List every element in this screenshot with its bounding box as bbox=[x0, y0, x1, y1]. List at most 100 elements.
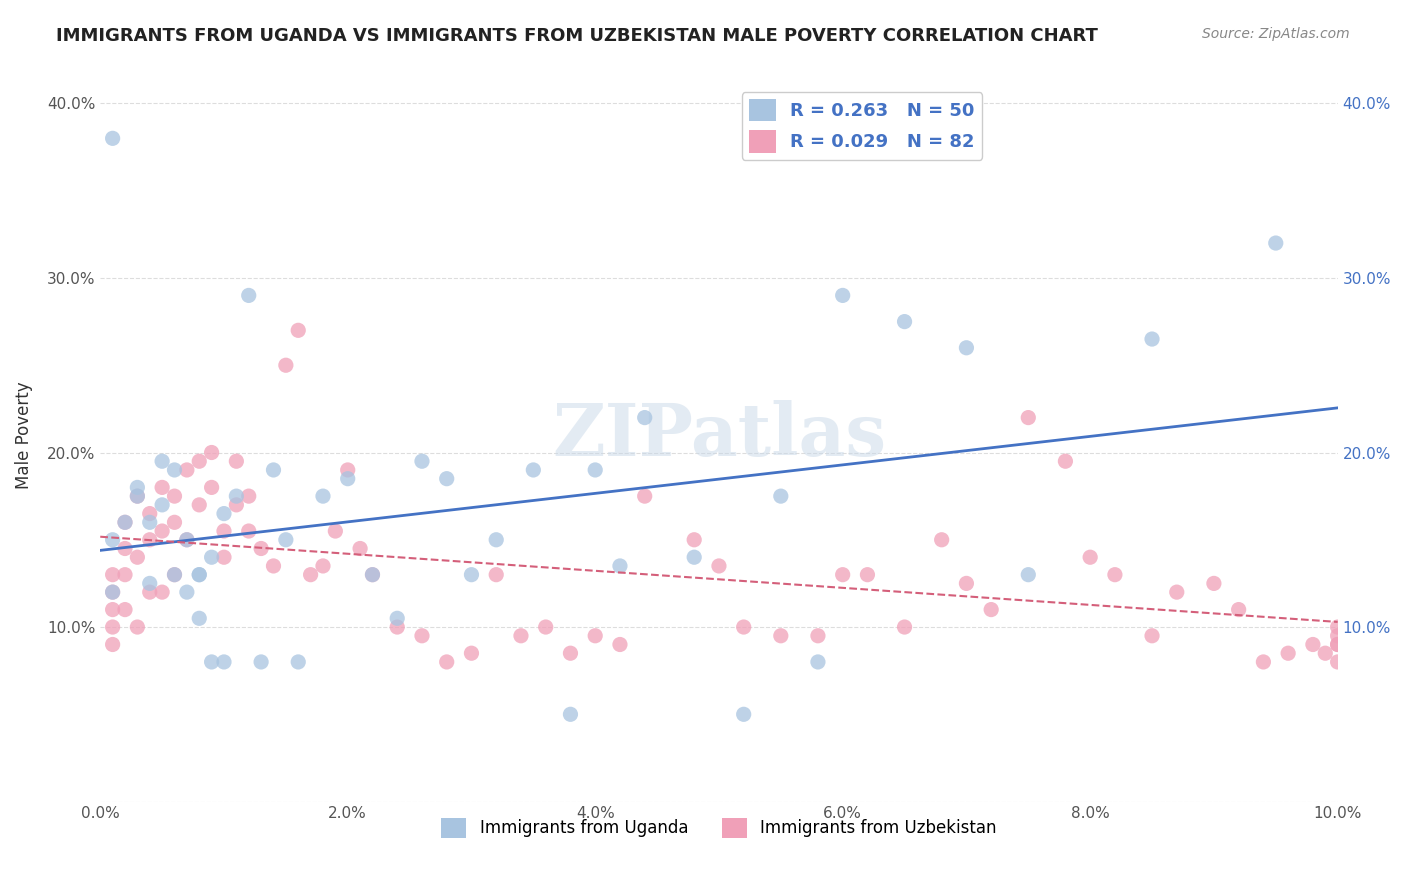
Point bbox=[201, 480, 224, 494]
Point bbox=[460, 567, 482, 582]
Point bbox=[312, 558, 335, 573]
Point bbox=[560, 707, 582, 722]
Point bbox=[831, 567, 853, 582]
Point bbox=[212, 507, 235, 521]
Point bbox=[139, 533, 162, 547]
Point bbox=[225, 454, 247, 468]
Point bbox=[807, 655, 830, 669]
Point bbox=[769, 629, 792, 643]
Point bbox=[955, 341, 977, 355]
Point bbox=[101, 585, 124, 599]
Point bbox=[101, 533, 124, 547]
Point bbox=[460, 646, 482, 660]
Point bbox=[436, 472, 458, 486]
Point bbox=[188, 567, 211, 582]
Point bbox=[807, 629, 830, 643]
Point bbox=[114, 516, 136, 530]
Point bbox=[263, 463, 285, 477]
Y-axis label: Male Poverty: Male Poverty bbox=[15, 381, 32, 489]
Point bbox=[150, 585, 173, 599]
Point bbox=[163, 489, 186, 503]
Point bbox=[225, 489, 247, 503]
Point bbox=[127, 550, 149, 565]
Point bbox=[634, 489, 657, 503]
Point bbox=[238, 288, 260, 302]
Point bbox=[127, 620, 149, 634]
Point bbox=[250, 541, 273, 556]
Point bbox=[411, 454, 433, 468]
Point bbox=[274, 358, 297, 372]
Point bbox=[387, 620, 409, 634]
Point bbox=[114, 541, 136, 556]
Text: IMMIGRANTS FROM UGANDA VS IMMIGRANTS FROM UZBEKISTAN MALE POVERTY CORRELATION CH: IMMIGRANTS FROM UGANDA VS IMMIGRANTS FRO… bbox=[56, 27, 1098, 45]
Text: ZIPatlas: ZIPatlas bbox=[553, 400, 886, 471]
Point bbox=[831, 288, 853, 302]
Point bbox=[733, 707, 755, 722]
Point bbox=[436, 655, 458, 669]
Point bbox=[287, 655, 309, 669]
Point bbox=[1326, 620, 1348, 634]
Point bbox=[1166, 585, 1188, 599]
Point bbox=[163, 516, 186, 530]
Point bbox=[1017, 410, 1039, 425]
Point bbox=[485, 533, 508, 547]
Point bbox=[250, 655, 273, 669]
Point bbox=[683, 550, 706, 565]
Point bbox=[1078, 550, 1101, 565]
Point bbox=[188, 567, 211, 582]
Point bbox=[188, 611, 211, 625]
Point bbox=[1302, 638, 1324, 652]
Point bbox=[201, 655, 224, 669]
Point bbox=[411, 629, 433, 643]
Point bbox=[583, 463, 606, 477]
Point bbox=[150, 454, 173, 468]
Point bbox=[1140, 629, 1163, 643]
Point bbox=[299, 567, 322, 582]
Point bbox=[212, 655, 235, 669]
Point bbox=[127, 480, 149, 494]
Point bbox=[201, 445, 224, 459]
Point bbox=[225, 498, 247, 512]
Point bbox=[1227, 602, 1250, 616]
Point bbox=[150, 524, 173, 538]
Point bbox=[1315, 646, 1337, 660]
Point bbox=[263, 558, 285, 573]
Point bbox=[139, 576, 162, 591]
Point bbox=[980, 602, 1002, 616]
Point bbox=[201, 550, 224, 565]
Point bbox=[522, 463, 544, 477]
Point bbox=[733, 620, 755, 634]
Point bbox=[150, 498, 173, 512]
Point bbox=[634, 410, 657, 425]
Point bbox=[560, 646, 582, 660]
Point bbox=[101, 585, 124, 599]
Point bbox=[114, 602, 136, 616]
Point bbox=[238, 524, 260, 538]
Point bbox=[139, 585, 162, 599]
Point bbox=[188, 454, 211, 468]
Point bbox=[274, 533, 297, 547]
Point bbox=[163, 463, 186, 477]
Point bbox=[150, 480, 173, 494]
Point bbox=[683, 533, 706, 547]
Point bbox=[349, 541, 371, 556]
Point bbox=[101, 620, 124, 634]
Point bbox=[101, 638, 124, 652]
Point bbox=[176, 585, 198, 599]
Point bbox=[114, 567, 136, 582]
Point bbox=[238, 489, 260, 503]
Point bbox=[1326, 629, 1348, 643]
Point bbox=[127, 489, 149, 503]
Point bbox=[893, 620, 915, 634]
Point bbox=[609, 638, 631, 652]
Point bbox=[1054, 454, 1077, 468]
Point bbox=[1017, 567, 1039, 582]
Point bbox=[1264, 235, 1286, 250]
Point bbox=[609, 558, 631, 573]
Point bbox=[127, 489, 149, 503]
Text: Source: ZipAtlas.com: Source: ZipAtlas.com bbox=[1202, 27, 1350, 41]
Point bbox=[101, 602, 124, 616]
Point bbox=[1326, 638, 1348, 652]
Point bbox=[931, 533, 953, 547]
Point bbox=[893, 315, 915, 329]
